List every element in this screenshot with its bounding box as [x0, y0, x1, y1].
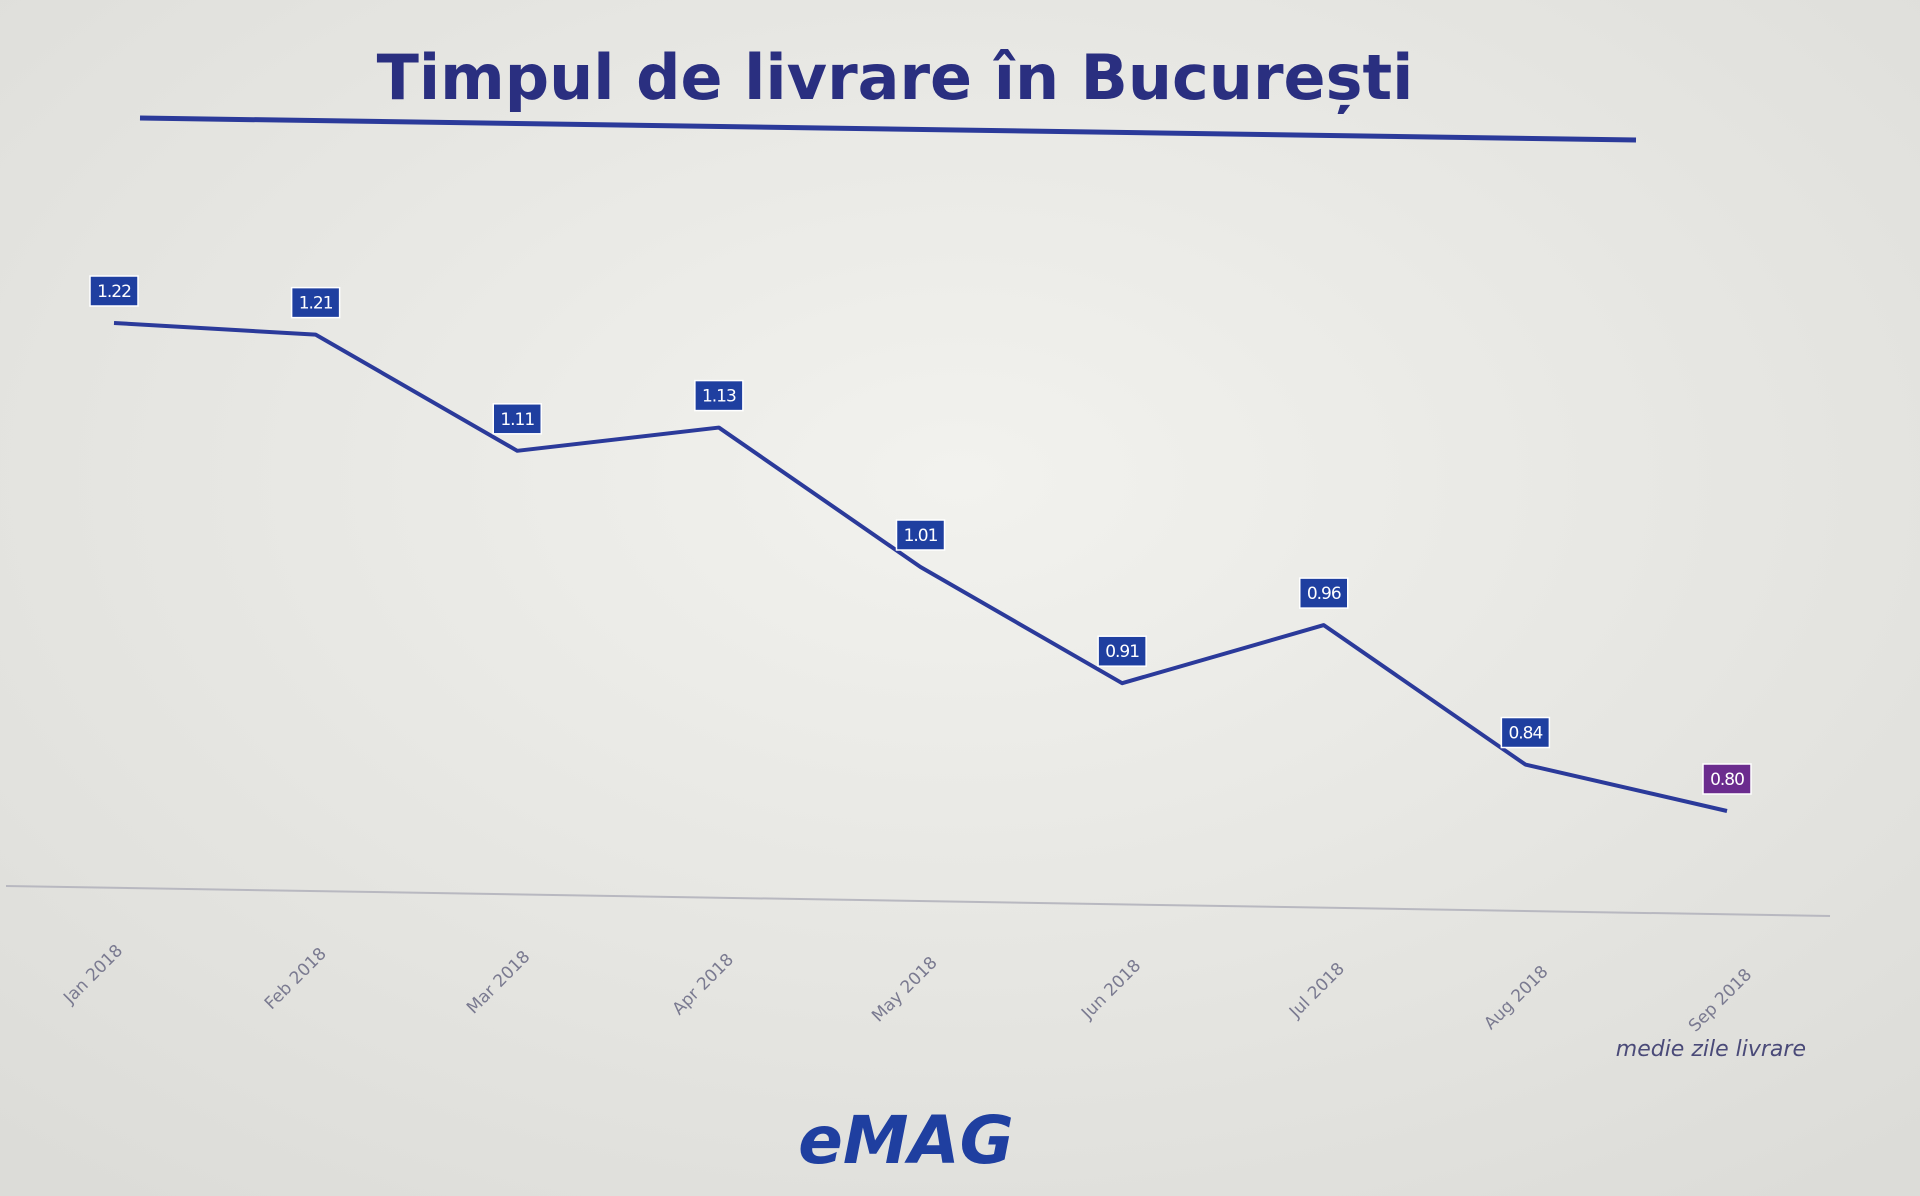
value-label-box: [89, 275, 139, 307]
value-label-box: [895, 519, 946, 551]
value-label-box: [492, 403, 542, 435]
logo: eMAG: [798, 1102, 1014, 1179]
x-axis: [5, 885, 1831, 917]
value-label: 1.13: [702, 387, 736, 407]
value-label: 0.80: [1710, 770, 1744, 790]
value-label-box: [694, 379, 744, 412]
value-label-box: [1702, 763, 1752, 795]
value-label-box: [290, 286, 341, 319]
note: medie zile livrare: [1616, 1037, 1806, 1062]
value-label-box: [1500, 716, 1551, 749]
value-label-box: [1299, 577, 1349, 609]
value-label: 1.22: [97, 282, 131, 302]
value-label: 1.01: [904, 526, 938, 546]
value-label-box: [1097, 635, 1147, 667]
value-label: 0.96: [1307, 584, 1341, 604]
chart-title: Timpul de livrare în București: [377, 41, 1414, 114]
line: [113, 321, 1728, 813]
value-label: 1.21: [299, 294, 333, 314]
value-label: 0.84: [1508, 724, 1542, 744]
title-underline: [139, 115, 1637, 143]
value-label: 0.91: [1105, 642, 1139, 662]
value-label: 1.11: [500, 410, 534, 430]
